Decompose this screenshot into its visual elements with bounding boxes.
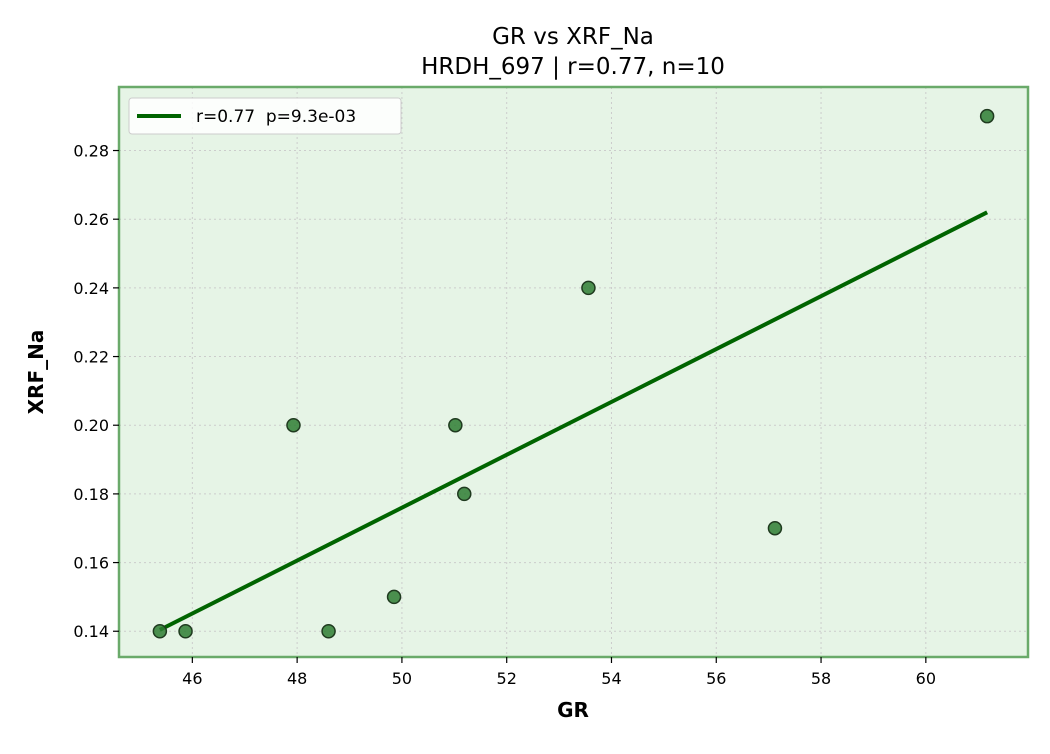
data-point <box>386 589 402 605</box>
legend: r=0.77 p=9.3e-03 <box>128 97 402 135</box>
y-tick-label: 0.26 <box>73 210 109 229</box>
data-point <box>979 108 995 124</box>
plot-area <box>119 87 1028 657</box>
y-axis-label: XRF_Na <box>24 330 48 415</box>
x-tick-label: 58 <box>811 669 831 688</box>
x-tick-label: 46 <box>182 669 202 688</box>
x-axis-ticks: 46 48 50 52 54 56 58 60 <box>182 657 936 688</box>
y-tick-label: 0.20 <box>73 416 109 435</box>
data-point <box>152 623 168 639</box>
regression-line <box>158 210 989 632</box>
data-point <box>448 417 463 433</box>
x-tick-label: 54 <box>601 669 621 688</box>
chart-subtitle: HRDH_697 | r=0.77, n=10 <box>421 54 725 80</box>
grid <box>119 87 1028 657</box>
legend-box <box>128 97 402 135</box>
y-tick-label: 0.22 <box>73 348 109 367</box>
x-tick-label: 50 <box>392 669 412 688</box>
y-tick-label: 0.28 <box>73 142 109 161</box>
data-point <box>457 486 472 502</box>
x-tick-label: 56 <box>706 669 726 688</box>
x-tick-label: 48 <box>287 669 307 688</box>
y-tick-label: 0.14 <box>73 622 109 641</box>
data-points <box>152 108 995 639</box>
data-point <box>178 623 193 639</box>
data-point <box>321 623 336 639</box>
y-tick-label: 0.18 <box>73 485 109 504</box>
y-tick-label: 0.16 <box>73 554 109 573</box>
x-tick-label: 60 <box>916 669 936 688</box>
data-point <box>286 417 301 433</box>
plot-frame <box>117 85 1030 659</box>
legend-label: r=0.77 p=9.3e-03 <box>196 107 356 127</box>
data-point <box>767 520 783 536</box>
y-axis-ticks: 0.14 0.16 0.18 0.20 0.22 0.24 0.26 0.28 <box>73 142 119 641</box>
x-tick-label: 52 <box>497 669 517 688</box>
x-axis-label: GR <box>557 698 589 722</box>
data-point <box>581 280 596 296</box>
fit-line-layer <box>158 210 989 632</box>
y-tick-label: 0.24 <box>73 279 109 298</box>
chart-title: GR vs XRF_Na <box>492 24 654 50</box>
